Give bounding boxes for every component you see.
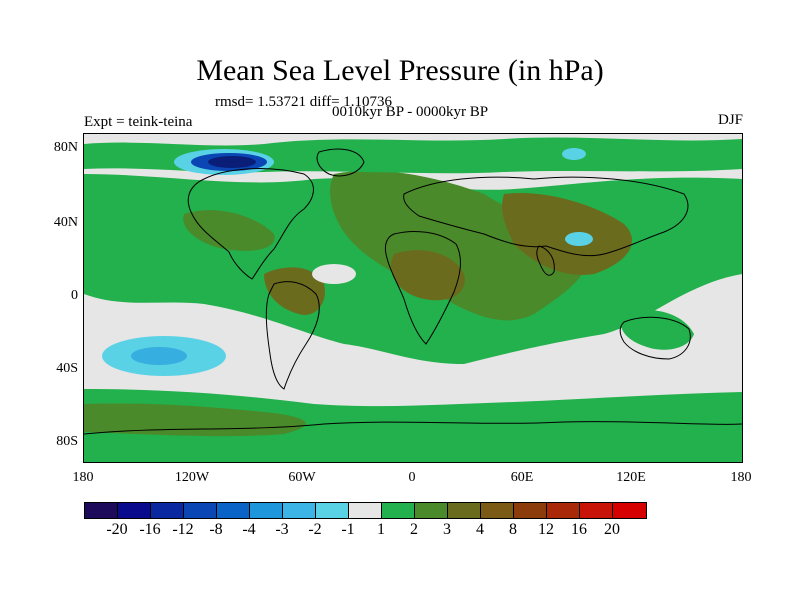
amazon-high [264,267,325,315]
colorbar-swatch [217,503,250,518]
india-outline [536,245,555,276]
colorbar-label: 3 [443,521,451,538]
antarctica-outline [84,421,742,435]
atlantic-africa-patch [330,170,586,321]
lat-label: 40S [56,361,78,376]
colorbar-label: 12 [538,521,554,538]
colorbar-label: -12 [172,521,194,538]
coastlines [84,148,742,435]
map-canvas [84,134,742,462]
experiment-label: Expt = teink-teina [84,114,193,130]
lon-label: 0 [408,470,416,485]
colorbar-swatch [514,503,547,518]
colorbar-swatch [118,503,151,518]
eurasia-outline [403,176,689,257]
southern-ocean-band [84,389,742,462]
colorbar-swatch [547,503,580,518]
colorbar-label: 1 [377,521,385,538]
colorbar-label: 4 [476,521,484,538]
lon-label: 120E [616,470,646,485]
colorbar-swatch [481,503,514,518]
africa-high [390,250,465,301]
australia-outline [619,316,691,360]
period-subtitle: 0010kyr BP - 0000kyr BP [331,104,489,120]
lat-label: 80S [56,434,78,449]
colorbar-swatch [283,503,316,518]
colorbar-label: 20 [604,521,620,538]
colorbar-swatch [184,503,217,518]
colorbar-label: -2 [308,521,322,538]
colorbar-swatch [613,503,646,518]
map-title: Mean Sea Level Pressure (in hPa) [196,54,604,87]
lon-label: 60E [510,470,534,485]
colorbar-label: -16 [139,521,161,538]
colorbar-swatch [349,503,382,518]
south-pacific-low-core [131,347,187,365]
pressure-map [83,133,743,463]
colorbar-swatch [580,503,613,518]
lon-label: 180 [72,470,94,485]
colorbar-label: 16 [571,521,587,538]
australia-patch [620,310,694,350]
season-label: DJF [717,112,743,128]
lat-label: 40N [53,215,78,230]
north-america-outline [187,168,314,280]
neutral-pocket [312,264,356,284]
colorbar-label: -1 [341,521,355,538]
lon-label: 180 [730,470,752,485]
colorbar-label: -4 [242,521,256,538]
stats-line: rmsd= 1.53721 diff= 1.10736 [215,94,393,110]
north-america-patch [183,210,275,251]
colorbar-swatch [382,503,415,518]
colorbar-label: -20 [106,521,128,538]
colorbar-swatch [151,503,184,518]
lon-label: 60W [288,470,316,485]
greenland-outline [316,148,365,177]
siberia-low [562,148,586,160]
colorbar-swatch [448,503,481,518]
colorbar-swatch [415,503,448,518]
colorbar-swatch [250,503,283,518]
lat-label: 80N [53,140,78,155]
lat-label: 0 [71,288,78,303]
colorbar-swatch [316,503,349,518]
colorbar-label: -8 [209,521,223,538]
colorbar [84,502,647,519]
south-america-outline [265,281,320,390]
tibet-low [565,232,593,246]
colorbar-label: -3 [275,521,289,538]
arctic-low-core [208,156,256,168]
colorbar-label: 8 [509,521,517,538]
africa-outline [384,230,461,345]
lon-label: 120W [174,470,210,485]
colorbar-swatch [85,503,118,518]
colorbar-label: 2 [410,521,418,538]
